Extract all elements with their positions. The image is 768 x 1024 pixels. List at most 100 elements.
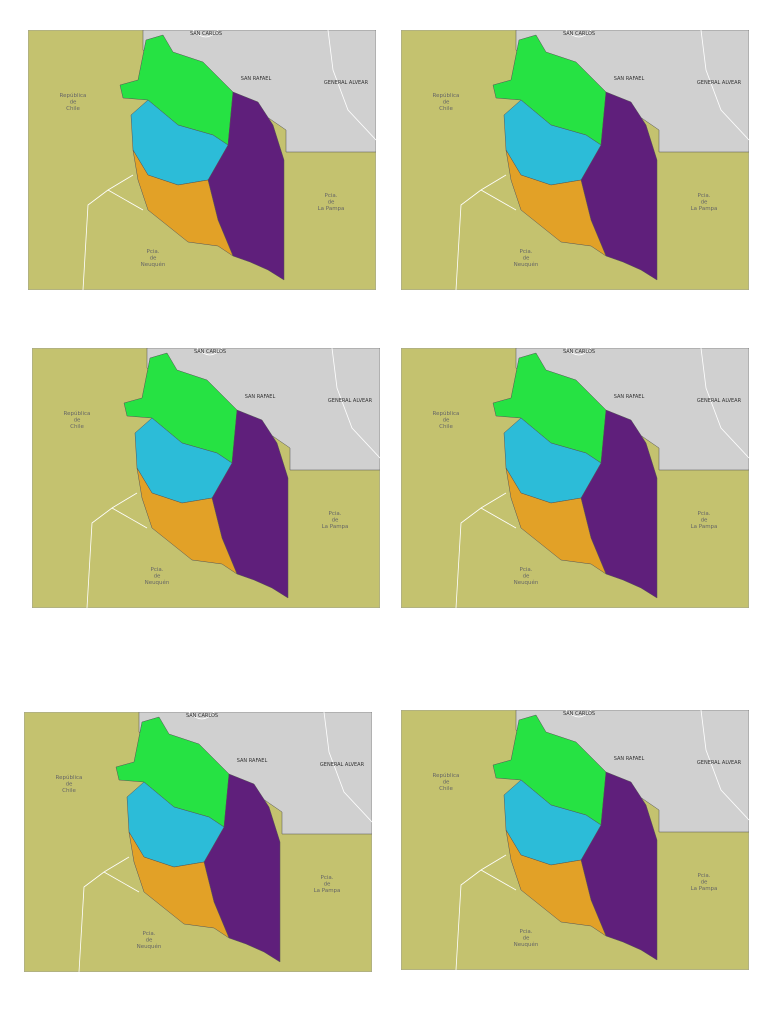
dept-label: GENERAL ALVEAR	[328, 398, 373, 404]
map-label: Neuquén	[137, 943, 162, 950]
border-line	[565, 710, 592, 718]
map-label: Pcia.	[147, 249, 160, 255]
dept-label: SAN RAFAEL	[614, 76, 645, 82]
map-label: Chile	[70, 424, 84, 430]
map-label: Pcia.	[151, 567, 164, 573]
map-label: Pcia.	[321, 875, 334, 881]
map-label: de	[324, 882, 331, 888]
orange-dept	[128, 831, 230, 939]
dept-label: GENERAL ALVEAR	[697, 398, 742, 404]
map-tile: SAN CARLOS SAN RAFAEL GENERAL ALVEAR Repúbl…	[401, 348, 749, 608]
map-label: República	[56, 774, 83, 781]
map-label: de	[328, 200, 335, 206]
dept-label: SAN RAFAEL	[237, 758, 268, 764]
border-line	[327, 30, 376, 141]
border-line	[82, 174, 144, 290]
border-line	[86, 492, 148, 608]
border-line	[323, 712, 372, 823]
map-label: La Pampa	[691, 886, 718, 892]
map-label: de	[443, 780, 450, 786]
map-label: La Pampa	[318, 206, 345, 212]
dept-label: SAN CARLOS	[194, 349, 226, 355]
dept-label: SAN CARLOS	[563, 349, 595, 355]
map-label: La Pampa	[691, 524, 718, 530]
map-label: República	[64, 410, 91, 417]
border-line	[700, 710, 749, 821]
map-tile: SAN CARLOS SAN RAFAEL GENERAL ALVEAR Repúbl…	[28, 30, 376, 290]
orange-dept	[132, 149, 234, 257]
border-line	[700, 30, 749, 141]
map-label: de	[701, 880, 708, 886]
map-label: Pcia.	[520, 567, 533, 573]
map-label: Pcia.	[329, 511, 342, 517]
orange-dept	[136, 467, 238, 575]
border-line	[455, 174, 517, 290]
border-line	[700, 348, 749, 459]
orange-dept	[505, 149, 607, 257]
map-label: Neuquén	[141, 261, 166, 268]
map-label: Neuquén	[514, 261, 539, 268]
map-label: de	[154, 574, 161, 580]
dept-label: SAN RAFAEL	[614, 394, 645, 400]
dept-label: GENERAL ALVEAR	[320, 762, 365, 768]
dept-label: SAN CARLOS	[186, 713, 218, 719]
map-label: Pcia.	[520, 249, 533, 255]
dept-label: SAN CARLOS	[563, 711, 595, 717]
dept-label: GENERAL ALVEAR	[697, 760, 742, 766]
map-label: de	[332, 518, 339, 524]
map-tile: SAN CARLOS SAN RAFAEL GENERAL ALVEAR Repúbl…	[401, 30, 749, 290]
map-label: Chile	[439, 786, 453, 792]
dept-label: SAN RAFAEL	[245, 394, 276, 400]
map-label: de	[443, 100, 450, 106]
map-label: República	[433, 772, 460, 779]
map-label: de	[701, 200, 708, 206]
border-line	[331, 348, 380, 459]
dept-label: SAN CARLOS	[190, 31, 222, 37]
border-line	[455, 854, 517, 970]
map-label: Pcia.	[698, 193, 711, 199]
map-label: Pcia.	[325, 193, 338, 199]
map-label: La Pampa	[322, 524, 349, 530]
map-label: Neuquén	[514, 941, 539, 948]
map-label: Pcia.	[520, 929, 533, 935]
map-tile: SAN CARLOS SAN RAFAEL GENERAL ALVEAR Repúbl…	[24, 712, 372, 972]
map-tile: SAN CARLOS SAN RAFAEL GENERAL ALVEAR Repúbl…	[32, 348, 380, 608]
map-label: de	[523, 256, 530, 262]
map-label: Chile	[439, 106, 453, 112]
dept-label: GENERAL ALVEAR	[324, 80, 369, 86]
border-line	[455, 492, 517, 608]
dept-label: SAN RAFAEL	[241, 76, 272, 82]
orange-dept	[505, 467, 607, 575]
dept-label: SAN RAFAEL	[614, 756, 645, 762]
map-label: La Pampa	[314, 888, 341, 894]
border-line	[78, 856, 140, 972]
map-label: República	[433, 92, 460, 99]
border-line	[196, 348, 223, 356]
map-label: Chile	[439, 424, 453, 430]
border-line	[192, 30, 219, 38]
orange-dept	[505, 829, 607, 937]
map-label: La Pampa	[691, 206, 718, 212]
map-label: Pcia.	[143, 931, 156, 937]
map-label: de	[66, 782, 73, 788]
map-label: de	[146, 938, 153, 944]
map-label: de	[150, 256, 157, 262]
map-label: de	[74, 418, 81, 424]
map-label: República	[433, 410, 460, 417]
border-line	[188, 712, 215, 720]
border-line	[565, 348, 592, 356]
map-label: de	[443, 418, 450, 424]
map-label: Neuquén	[514, 579, 539, 586]
map-label: Neuquén	[145, 579, 170, 586]
dept-label: SAN CARLOS	[563, 31, 595, 37]
map-label: Pcia.	[698, 511, 711, 517]
map-label: de	[701, 518, 708, 524]
map-label: de	[523, 574, 530, 580]
map-label: Pcia.	[698, 873, 711, 879]
map-label: Chile	[66, 106, 80, 112]
map-label: de	[523, 936, 530, 942]
map-tile: SAN CARLOS SAN RAFAEL GENERAL ALVEAR Repúbl…	[401, 710, 749, 970]
map-label: Chile	[62, 788, 76, 794]
border-line	[565, 30, 592, 38]
